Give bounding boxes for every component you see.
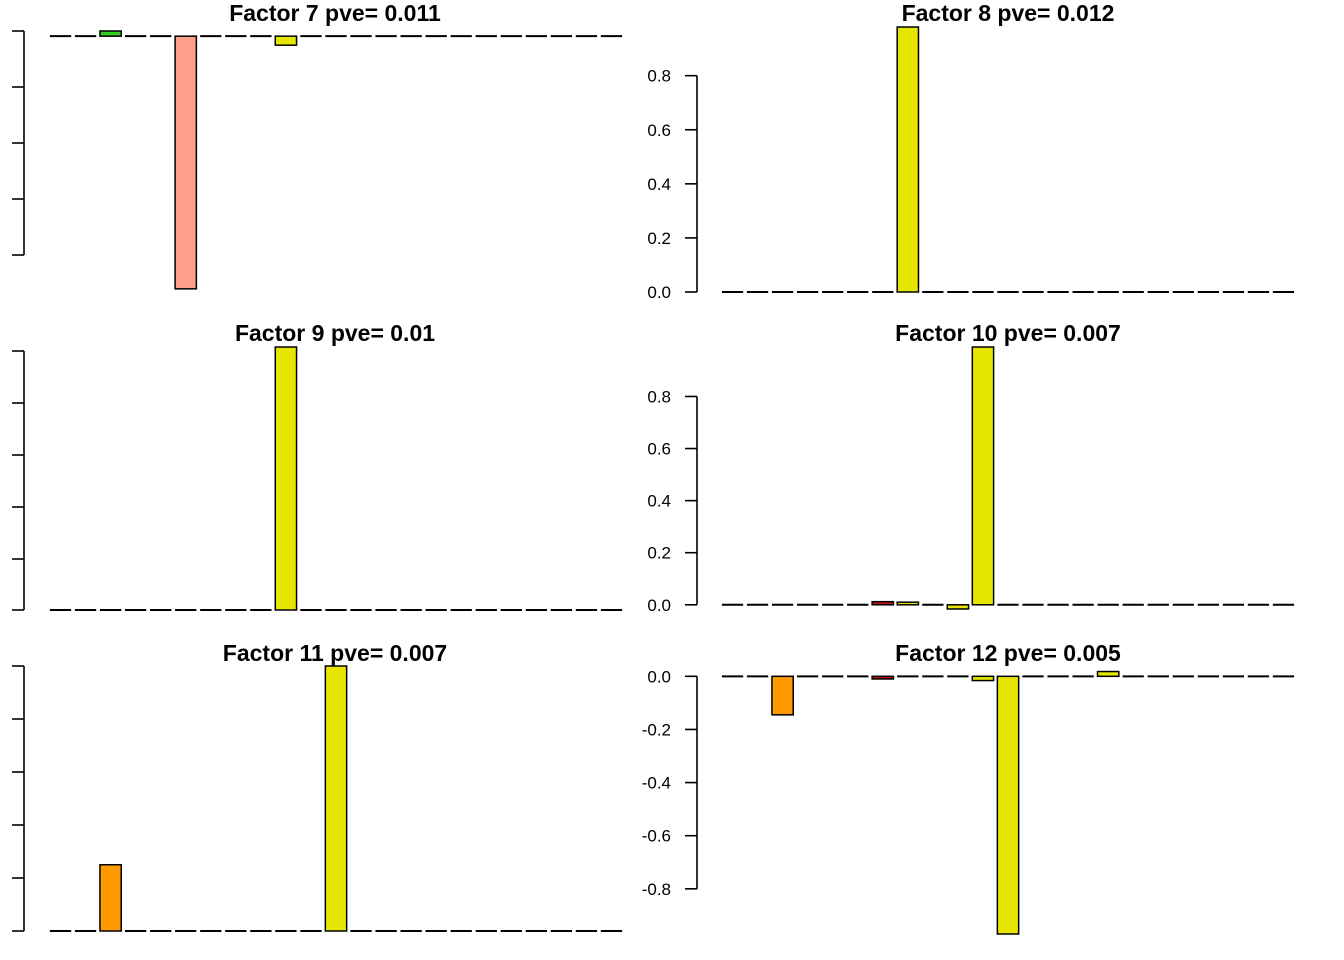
bar [971,675,995,682]
factor-panel-3: Factor 9 pve= 0.01 [12,320,623,611]
bar [174,35,198,290]
y-tick-label: 0.8 [647,67,671,86]
bar [99,30,123,37]
y-tick-label: -0.4 [642,774,671,793]
y-tick-label: 0.0 [647,283,671,302]
y-tick-label: 0.2 [647,544,671,563]
factor-panel-2: Factor 8 pve= 0.012 0.0 0.2 0.4 0.6 0.8 [647,0,1295,302]
factor-panel-6: Factor 12 pve= 0.005 0.0 -0.2 -0.4 -0.6 -0.8 [642,640,1295,935]
bar [971,346,995,606]
y-tick-label: 0.2 [647,229,671,248]
y-tick-label: 0.4 [647,492,671,511]
bar [896,26,920,293]
y-tick-label: -0.2 [642,720,671,739]
bar [324,665,348,932]
bar [771,675,795,716]
panel-title: Factor 11 pve= 0.007 [223,640,447,666]
bar [996,675,1020,935]
y-tick-label: -0.8 [642,880,671,899]
y-tick-label: 0.6 [647,440,671,459]
bar [274,35,298,46]
panel-title: Factor 12 pve= 0.005 [895,640,1121,666]
bar [896,601,920,606]
bar [946,604,970,610]
panel-title: Factor 10 pve= 0.007 [895,320,1121,346]
y-tick-label: 0.4 [647,175,671,194]
panel-title: Factor 8 pve= 0.012 [902,0,1115,26]
factor-panel-5: Factor 11 pve= 0.007 [12,640,623,932]
panel-title: Factor 7 pve= 0.011 [229,0,441,26]
y-tick-label: 0.0 [647,596,671,615]
factor-panel-1: Factor 7 pve= 0.011 [12,0,623,290]
y-tick-label: 0.6 [647,121,671,140]
y-tick-label: 0.8 [647,387,671,406]
panel-title: Factor 9 pve= 0.01 [235,320,435,346]
bar [871,600,895,606]
bar [99,864,123,932]
bar [871,675,895,680]
bar [1096,670,1120,678]
factor-panel-4: Factor 10 pve= 0.007 0.0 0.2 0.4 0.6 0.8 [647,320,1295,615]
bar [274,346,298,611]
y-tick-label: -0.6 [642,827,671,846]
y-tick-label: 0.0 [647,667,671,686]
